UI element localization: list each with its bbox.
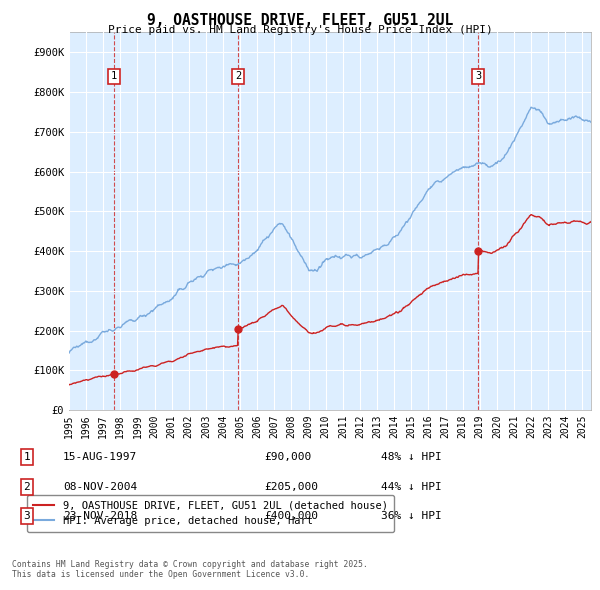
Text: 08-NOV-2004: 08-NOV-2004	[63, 482, 137, 491]
Text: 3: 3	[475, 71, 481, 81]
Text: £205,000: £205,000	[264, 482, 318, 491]
Text: 2: 2	[235, 71, 241, 81]
Text: 3: 3	[23, 512, 31, 521]
Text: £90,000: £90,000	[264, 453, 311, 462]
Text: 48% ↓ HPI: 48% ↓ HPI	[381, 453, 442, 462]
Text: £400,000: £400,000	[264, 512, 318, 521]
Text: 15-AUG-1997: 15-AUG-1997	[63, 453, 137, 462]
Text: 2: 2	[23, 482, 31, 491]
Text: 1: 1	[111, 71, 117, 81]
Text: 36% ↓ HPI: 36% ↓ HPI	[381, 512, 442, 521]
Text: Contains HM Land Registry data © Crown copyright and database right 2025.
This d: Contains HM Land Registry data © Crown c…	[12, 560, 368, 579]
Text: 44% ↓ HPI: 44% ↓ HPI	[381, 482, 442, 491]
Text: Price paid vs. HM Land Registry's House Price Index (HPI): Price paid vs. HM Land Registry's House …	[107, 25, 493, 35]
Text: 9, OASTHOUSE DRIVE, FLEET, GU51 2UL: 9, OASTHOUSE DRIVE, FLEET, GU51 2UL	[147, 13, 453, 28]
Legend: 9, OASTHOUSE DRIVE, FLEET, GU51 2UL (detached house), HPI: Average price, detach: 9, OASTHOUSE DRIVE, FLEET, GU51 2UL (det…	[27, 494, 394, 532]
Text: 1: 1	[23, 453, 31, 462]
Text: 23-NOV-2018: 23-NOV-2018	[63, 512, 137, 521]
